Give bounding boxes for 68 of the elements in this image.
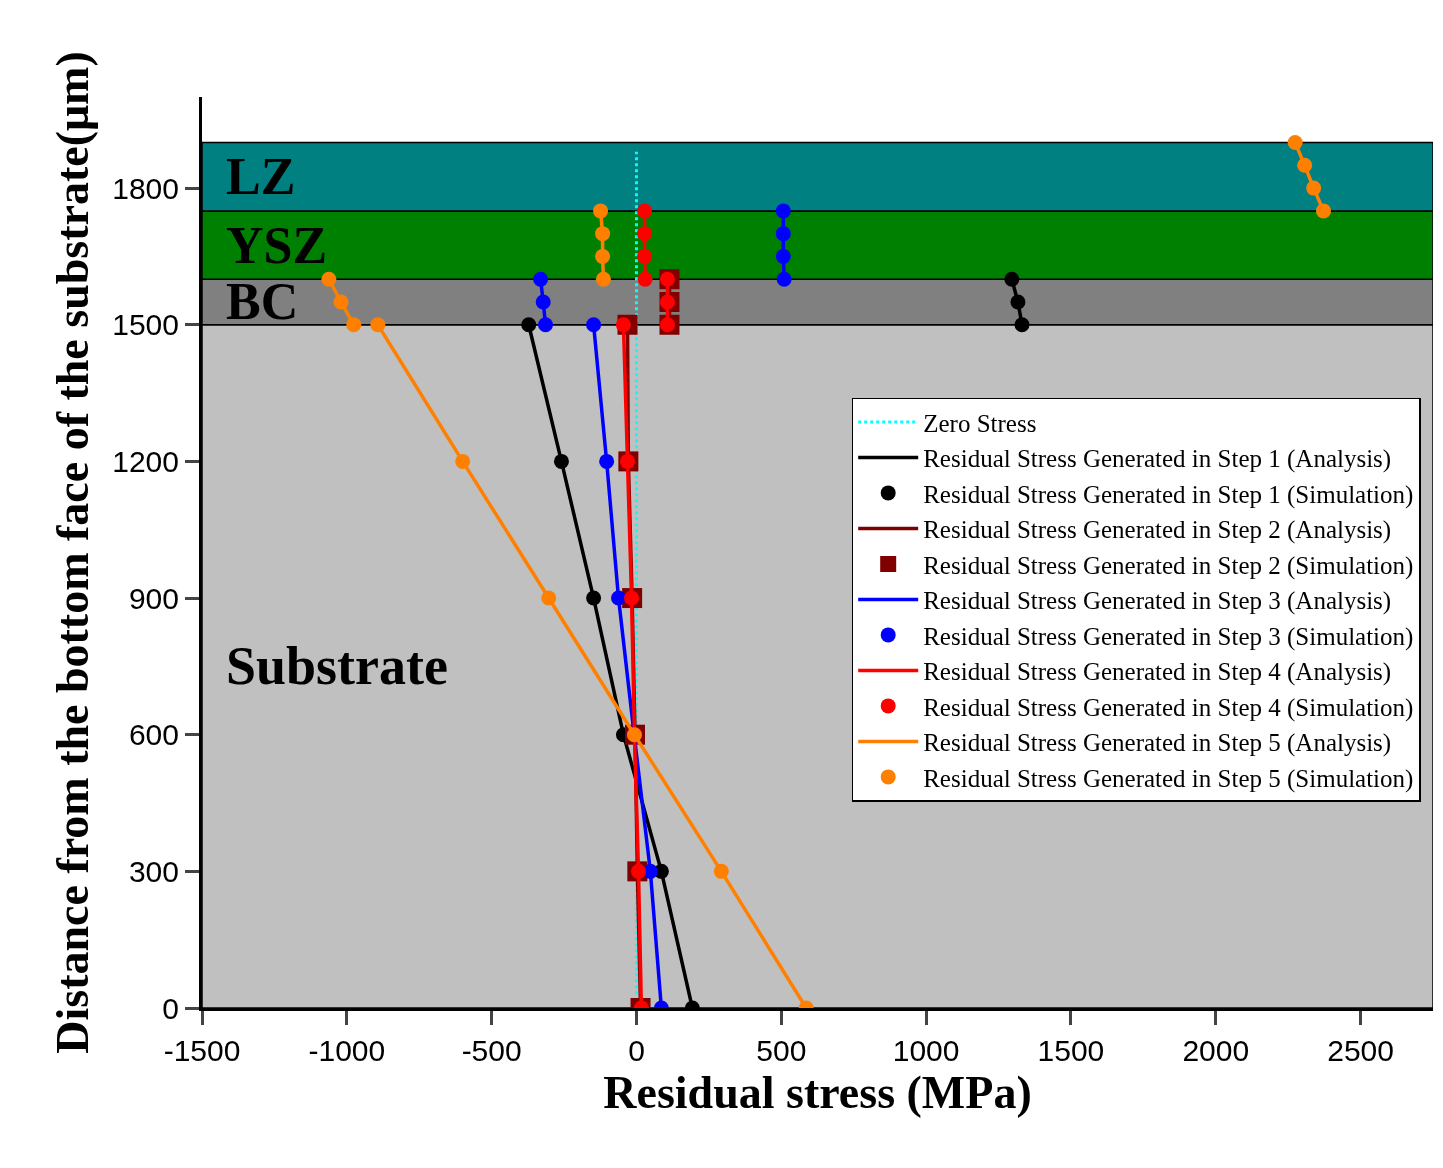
point [775,203,791,219]
point [321,271,337,287]
point [595,271,611,287]
x-tick-label: 2000 [1182,1034,1250,1067]
legend-label: Zero Stress [923,409,1037,437]
point [1316,203,1332,219]
x-tick-label: -1500 [163,1034,241,1067]
x-tick-label: 1500 [1037,1034,1105,1067]
point [370,317,386,333]
point [1297,157,1313,173]
y-tick-label: 1800 [112,171,179,205]
legend-label: Residual Stress Generated in Step 2 (Simulation) [923,551,1414,580]
point [637,248,653,264]
x-tick-label: -500 [461,1034,522,1067]
x-tick-label: 500 [756,1034,807,1067]
band-label: YSZ [226,217,328,274]
point [611,590,627,606]
band-label: Substrate [226,636,449,696]
point [1287,135,1303,151]
legend-label: Residual Stress Generated in Step 4 (Analysis) [923,658,1392,687]
y-tick-label: 1500 [112,308,179,342]
point [521,317,537,333]
point [637,203,653,219]
point [538,317,554,333]
point [776,271,792,287]
band-label: BC [226,273,299,330]
point [535,294,551,310]
point [713,863,729,879]
legend-label: Residual Stress Generated in Step 1 (Simulation) [923,480,1414,509]
legend-label: Residual Stress Generated in Step 5 (Analysis) [923,729,1392,758]
legend-label: Residual Stress Generated in Step 4 (Simulation) [923,693,1414,722]
y-axis-title: Distance from the bottom face of the substrate(μm) [46,51,98,1054]
point [346,317,362,333]
point [1010,294,1026,310]
x-tick-label: 2500 [1327,1034,1394,1067]
legend-label: Residual Stress Generated in Step 2 (Analysis) [923,516,1392,545]
legend-label: Residual Stress Generated in Step 1 (Analysis) [923,445,1392,474]
legend-label: Residual Stress Generated in Step 3 (Simulation) [923,622,1414,651]
point [333,294,349,310]
point [1306,180,1322,196]
point [775,226,791,242]
band-label: LZ [226,148,296,205]
y-tick-label: 1200 [112,444,179,478]
x-tick-label: 1000 [892,1034,960,1067]
point [455,453,471,469]
point [637,271,653,287]
point [541,590,557,606]
point [1014,317,1030,333]
point [1004,271,1020,287]
point [595,248,611,264]
point [637,226,653,242]
point [533,271,549,287]
y-tick-label: 0 [162,991,179,1025]
x-tick-label: 0 [628,1034,645,1067]
point [599,453,615,469]
point [553,453,569,469]
x-tick-label: -1000 [308,1034,386,1067]
y-tick-label: 300 [128,854,179,888]
legend-label: Residual Stress Generated in Step 3 (Analysis) [923,587,1392,616]
point [595,226,611,242]
x-axis-title: Residual stress (MPa) [603,1067,1032,1118]
legend-label: Residual Stress Generated in Step 5 (Simulation) [923,764,1414,793]
point [593,203,609,219]
y-tick-label: 900 [128,581,179,615]
point [775,248,791,264]
point [586,590,602,606]
point [586,317,602,333]
y-tick-label: 600 [128,718,179,752]
